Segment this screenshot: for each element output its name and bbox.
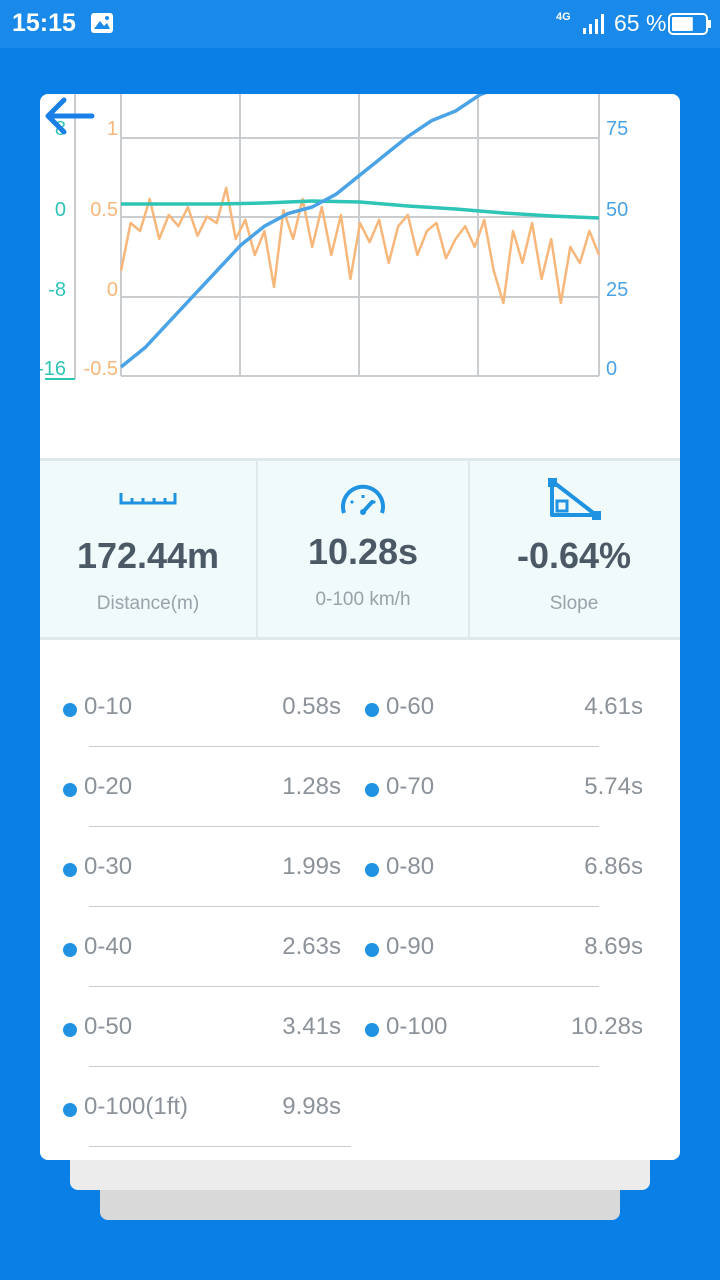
speed-range-time: 4.61s xyxy=(584,693,643,720)
battery-percent: 65 % xyxy=(614,10,667,36)
list-item: 0-70 5.74s xyxy=(360,720,680,800)
speed-range-label: 0-40 xyxy=(84,933,133,960)
list-item: 0-90 8.69s xyxy=(360,880,680,960)
ruler-icon xyxy=(119,493,177,505)
signal-icon xyxy=(583,14,604,34)
bullet-dot xyxy=(63,943,77,957)
status-bar: 15:15 4G 65 % xyxy=(0,0,720,48)
left-outer-tick-label: -8 xyxy=(48,279,66,301)
list-item: 0-20 1.28s xyxy=(40,720,360,800)
bullet-dot xyxy=(365,703,379,717)
speed-range-label: 0-20 xyxy=(84,773,133,800)
slope-label: Slope xyxy=(549,593,599,614)
back-arrow-icon[interactable] xyxy=(40,94,96,138)
left-outer-tick-label: 0 xyxy=(55,199,66,221)
left-inner-tick-label: 0 xyxy=(107,279,118,301)
stat-accel-time: 10.28s 0-100 km/h xyxy=(258,461,468,637)
battery-icon xyxy=(668,13,711,35)
left-inner-tick-label: -0.5 xyxy=(84,358,118,380)
left-inner-tick-label: 1 xyxy=(107,118,118,140)
slope-icon xyxy=(548,478,601,520)
speed-range-label: 0-100 xyxy=(386,1013,448,1040)
bullet-dot xyxy=(63,1103,77,1117)
speed-range-label: 0-100(1ft) xyxy=(84,1093,189,1120)
network-type: 4G xyxy=(556,11,571,23)
bullet-dot xyxy=(63,703,77,717)
right-tick-label: 50 xyxy=(606,199,628,221)
distance-value: 172.44m xyxy=(76,535,220,576)
accel-time-value: 10.28s xyxy=(307,531,419,572)
row-divider xyxy=(89,1146,351,1147)
list-item: 0-60 4.61s xyxy=(360,640,680,720)
speed-range-time: 5.74s xyxy=(584,773,643,800)
speed-range-label: 0-70 xyxy=(386,773,435,800)
left-inner-tick-label: 0.5 xyxy=(90,199,118,221)
row-divider xyxy=(89,746,599,747)
list-item: 0-10 0.58s xyxy=(40,640,360,720)
speed-range-time: 8.69s xyxy=(584,933,643,960)
bullet-dot xyxy=(365,1023,379,1037)
right-tick-label: 0 xyxy=(606,358,617,380)
speed-range-label: 0-90 xyxy=(386,933,435,960)
accel-time-label: 0-100 km/h xyxy=(315,589,411,610)
speedometer-icon xyxy=(341,484,385,515)
list-item: 0-50 3.41s xyxy=(40,960,360,1040)
list-item: 0-80 6.86s xyxy=(360,800,680,880)
slope-line xyxy=(121,199,600,220)
stats-panel: 172.44m Distance(m) 10.28s 0-100 km/h -0… xyxy=(40,458,680,640)
acceleration-line xyxy=(119,186,601,305)
speed-range-label: 0-80 xyxy=(386,853,435,880)
status-time: 15:15 xyxy=(12,9,76,37)
speed-range-label: 0-50 xyxy=(84,1013,133,1040)
bullet-dot xyxy=(63,1023,77,1037)
row-divider xyxy=(89,986,599,987)
speed-range-time: 2.63s xyxy=(282,933,341,960)
image-icon xyxy=(91,13,113,33)
speed-range-time: 10.28s xyxy=(570,1013,643,1040)
distance-label: Distance(m) xyxy=(96,593,200,614)
bullet-dot xyxy=(63,863,77,877)
speed-range-label: 0-10 xyxy=(84,693,133,720)
stat-divider xyxy=(256,461,258,637)
speed-range-time: 1.99s xyxy=(282,853,341,880)
list-item: 0-30 1.99s xyxy=(40,800,360,880)
row-divider xyxy=(89,906,599,907)
list-item: 0-100(1ft) 9.98s xyxy=(40,1040,360,1120)
right-tick-label: 75 xyxy=(606,118,628,140)
speed-range-time: 9.98s xyxy=(282,1093,341,1120)
speed-range-label: 0-60 xyxy=(386,693,435,720)
slope-value: -0.64% xyxy=(516,535,632,576)
stat-divider xyxy=(468,461,470,637)
bullet-dot xyxy=(365,943,379,957)
row-divider xyxy=(89,826,599,827)
stat-distance: 172.44m Distance(m) xyxy=(40,461,256,637)
bullet-dot xyxy=(365,863,379,877)
speed-range-time: 3.41s xyxy=(282,1013,341,1040)
row-divider xyxy=(89,1066,599,1067)
speed-range-time: 1.28s xyxy=(282,773,341,800)
bullet-dot xyxy=(365,783,379,797)
list-item: 0-40 2.63s xyxy=(40,880,360,960)
stat-slope: -0.64% Slope xyxy=(470,461,678,637)
speed-line xyxy=(119,94,487,369)
right-tick-label: 25 xyxy=(606,279,628,301)
list-item: 0-100 10.28s xyxy=(360,960,680,1040)
speed-range-time: 0.58s xyxy=(282,693,341,720)
speed-range-label: 0-30 xyxy=(84,853,133,880)
speed-range-time: 6.86s xyxy=(584,853,643,880)
left-outer-tick-label: -16 xyxy=(40,358,66,380)
bullet-dot xyxy=(63,783,77,797)
